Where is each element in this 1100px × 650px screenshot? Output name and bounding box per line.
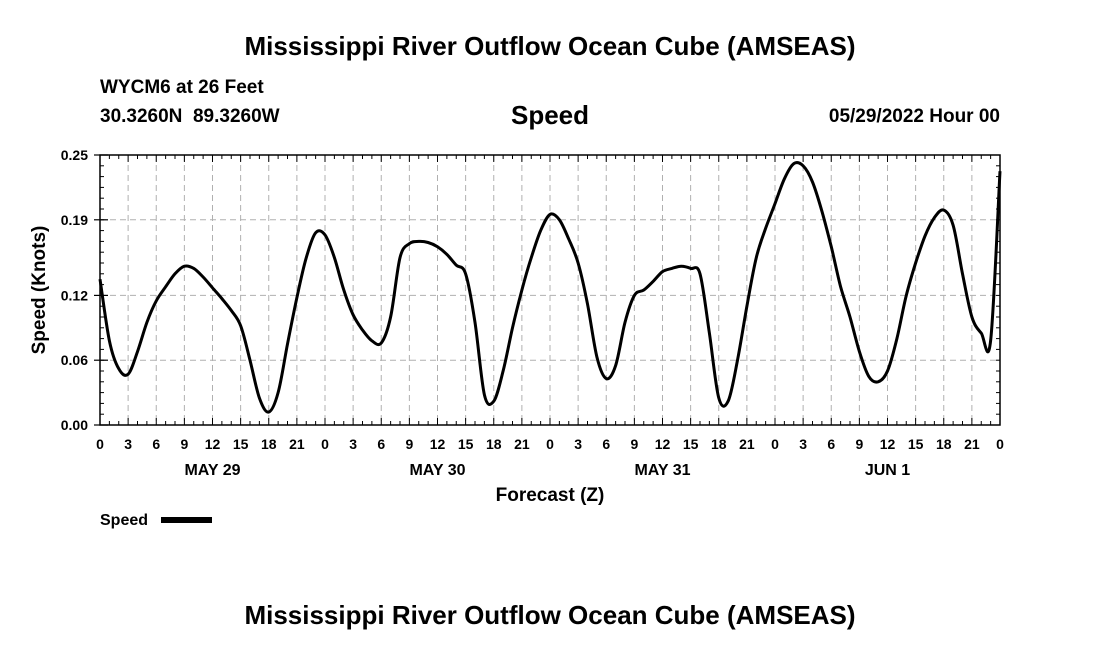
x-tick-label: 9	[180, 436, 188, 452]
day-label: MAY 29	[184, 462, 240, 479]
day-label: JUN 1	[865, 462, 910, 479]
axis-labels: 0.00 0.06 0.12 0.19 0.25 0 3 6 9 12 15 18 21 0 3 6 9 12 15…	[29, 147, 1004, 506]
x-tick-label: 3	[799, 436, 807, 452]
x-tick-label: 3	[349, 436, 357, 452]
x-tick-label: 15	[233, 436, 249, 452]
x-tick-label: 21	[739, 436, 755, 452]
x-tick-label: 12	[430, 436, 446, 452]
footer-title: Mississippi River Outflow Ocean Cube (AM…	[244, 600, 856, 630]
legend-label: Speed	[100, 512, 148, 529]
x-axis-title: Forecast (Z)	[496, 485, 605, 506]
x-tick-label: 15	[683, 436, 699, 452]
x-tick-label: 12	[205, 436, 221, 452]
x-tick-label: 18	[936, 436, 952, 452]
x-tick-label: 3	[574, 436, 582, 452]
chart-title: Mississippi River Outflow Ocean Cube (AM…	[244, 31, 856, 61]
y-tick-label: 0.00	[61, 417, 88, 433]
x-tick-label: 6	[152, 436, 160, 452]
x-tick-label: 0	[546, 436, 554, 452]
x-tick-label: 18	[261, 436, 277, 452]
coordinates-label: 30.3260N 89.3260W	[100, 106, 280, 127]
day-label: MAY 30	[409, 462, 465, 479]
series-layer	[98, 161, 1002, 414]
x-tick-label: 18	[711, 436, 727, 452]
y-tick-label: 0.06	[61, 352, 88, 368]
forecast-datetime: 05/29/2022 Hour 00	[828, 106, 1000, 127]
x-tick-label: 18	[486, 436, 502, 452]
x-tick-label: 0	[771, 436, 779, 452]
x-tick-label: 12	[880, 436, 896, 452]
x-tick-label: 0	[321, 436, 329, 452]
y-tick-label: 0.12	[61, 287, 88, 303]
station-label: WYCM6 at 26 Feet	[100, 77, 264, 98]
x-tick-label: 0	[96, 436, 104, 452]
x-tick-label: 15	[908, 436, 924, 452]
legend: Speed	[100, 512, 212, 529]
x-tick-label: 9	[630, 436, 638, 452]
x-tick-label: 21	[289, 436, 305, 452]
x-tick-label: 3	[124, 436, 132, 452]
day-label: MAY 31	[634, 462, 690, 479]
x-tick-label: 21	[964, 436, 980, 452]
variable-title: Speed	[510, 100, 590, 130]
x-tick-label: 15	[458, 436, 474, 452]
x-tick-label: 6	[602, 436, 610, 452]
legend-swatch	[161, 517, 212, 523]
x-tick-label: 0	[996, 436, 1004, 452]
axes	[94, 154, 1001, 426]
y-tick-label: 0.25	[61, 147, 88, 163]
grid-lines	[100, 155, 1000, 425]
series-line-speed	[98, 161, 1002, 414]
x-tick-label: 9	[405, 436, 413, 452]
x-tick-label: 21	[514, 436, 530, 452]
x-tick-label: 9	[855, 436, 863, 452]
x-tick-label: 12	[655, 436, 671, 452]
x-tick-label: 6	[827, 436, 835, 452]
y-tick-label: 0.19	[61, 212, 88, 228]
x-tick-label: 6	[377, 436, 385, 452]
y-axis-title: Speed (Knots)	[29, 226, 50, 355]
